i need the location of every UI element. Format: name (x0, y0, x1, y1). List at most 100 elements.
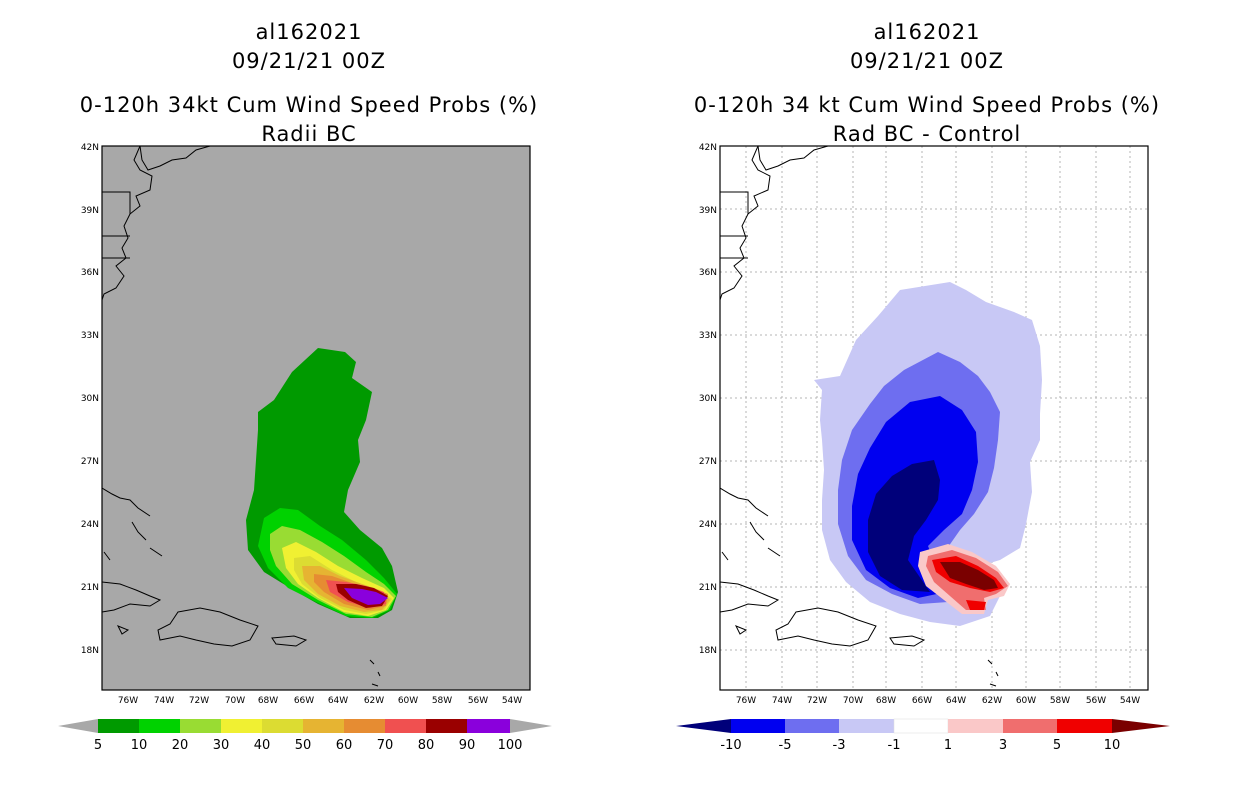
left-map-panel: 42N 39N 36N 33N 30N 27N 24N 21N 18N 76W … (81, 143, 531, 706)
right-colorbar-label: -5 (779, 738, 792, 753)
left-lat-tick: 36N (81, 268, 99, 278)
left-axis-ticks: 42N 39N 36N 33N 30N 27N 24N 21N 18N 76W … (81, 143, 522, 706)
right-colorbar-swatch (731, 719, 785, 733)
left-lat-tick: 18N (81, 646, 99, 656)
left-colorbar: 5 10 20 30 40 50 60 70 80 90 100 (58, 719, 552, 753)
left-colorbar-swatch (221, 719, 262, 733)
left-lon-tick: 60W (398, 696, 418, 706)
right-map-panel: 42N 39N 36N 33N 30N 27N 24N 21N 18N 76W … (699, 143, 1149, 706)
left-lat-tick: 39N (81, 206, 99, 216)
right-lon-tick: 62W (982, 696, 1002, 706)
right-colorbar-low-arrow (676, 719, 731, 733)
right-lon-tick: 64W (946, 696, 966, 706)
left-colorbar-label: 70 (377, 738, 394, 753)
right-colorbar-swatch (1057, 719, 1112, 733)
left-lon-tick: 56W (468, 696, 488, 706)
left-colorbar-label: 80 (418, 738, 435, 753)
left-colorbar-swatch (426, 719, 467, 733)
left-title-line2: Radii BC (261, 122, 357, 146)
right-map-frame (719, 145, 1149, 691)
left-lon-tick: 70W (225, 696, 245, 706)
right-colorbar-label: 1 (944, 738, 952, 753)
right-coastlines (720, 146, 999, 687)
prob-contour-90 (344, 588, 388, 605)
left-lon-tick: 64W (328, 696, 348, 706)
right-title-line2: Rad BC - Control (832, 122, 1022, 146)
right-lat-tick: 27N (699, 457, 717, 467)
left-lon-tick: 76W (118, 696, 138, 706)
right-colorbar-swatch (785, 719, 839, 733)
right-colorbar-label: 5 (1053, 738, 1061, 753)
left-title-block: al162021 09/21/21 00Z 0-120h 34kt Cum Wi… (20, 18, 598, 149)
left-lon-tick: 72W (189, 696, 209, 706)
right-colorbar-swatch (1003, 719, 1057, 733)
right-lon-tick: 66W (912, 696, 932, 706)
right-colorbar-swatch (893, 718, 949, 734)
right-lat-tick: 33N (699, 331, 717, 341)
right-axis-ticks: 42N 39N 36N 33N 30N 27N 24N 21N 18N 76W … (699, 143, 1140, 706)
right-gridlines (720, 146, 1148, 690)
right-lat-tick: 18N (699, 646, 717, 656)
left-lon-tick: 54W (502, 696, 522, 706)
left-colorbar-swatch (303, 719, 344, 733)
left-lat-tick: 30N (81, 394, 99, 404)
right-lat-tick: 42N (699, 143, 717, 153)
left-colorbar-label: 10 (131, 738, 148, 753)
left-colorbar-label: 5 (94, 738, 102, 753)
right-lat-tick: 30N (699, 394, 717, 404)
right-colorbar-label: -1 (888, 738, 901, 753)
left-title-line1: 0-120h 34kt Cum Wind Speed Probs (%) (79, 93, 539, 117)
diff-contour-minus-10 (868, 460, 940, 592)
left-colorbar-swatch (385, 719, 426, 733)
left-datetime: 09/21/21 00Z (231, 49, 387, 73)
right-datetime: 09/21/21 00Z (849, 49, 1005, 73)
right-colorbar-swatch (839, 719, 894, 733)
left-lat-tick: 42N (81, 143, 99, 153)
left-colorbar-label: 40 (254, 738, 271, 753)
right-lat-tick: 24N (699, 520, 717, 530)
left-colorbar-high-arrow (510, 719, 552, 733)
left-lon-tick: 68W (258, 696, 278, 706)
right-lat-tick: 39N (699, 206, 717, 216)
left-lon-tick: 58W (432, 696, 452, 706)
right-lat-tick: 21N (699, 583, 717, 593)
right-lon-tick: 70W (843, 696, 863, 706)
right-title-block: al162021 09/21/21 00Z 0-120h 34 kt Cum W… (638, 18, 1216, 149)
right-colorbar-label: -3 (833, 738, 846, 753)
right-lat-tick: 36N (699, 268, 717, 278)
left-coastlines (102, 146, 381, 687)
right-colorbar: -10 -5 -3 -1 1 3 5 10 (676, 718, 1170, 753)
right-lon-tick: 74W (772, 696, 792, 706)
left-lat-tick: 24N (81, 520, 99, 530)
right-colorbar-label: -10 (720, 738, 741, 753)
left-map-frame (101, 145, 531, 691)
left-colorbar-label: 30 (213, 738, 230, 753)
left-colorbar-label: 50 (295, 738, 312, 753)
left-colorbar-low-arrow (58, 719, 98, 733)
left-lon-tick: 66W (294, 696, 314, 706)
left-colorbar-swatch (180, 719, 221, 733)
left-lon-tick: 62W (364, 696, 384, 706)
right-lon-tick: 76W (736, 696, 756, 706)
right-colorbar-swatch (948, 719, 1003, 733)
diff-contour-plus-10 (940, 562, 998, 590)
left-colorbar-swatch (262, 719, 303, 733)
right-lon-tick: 68W (876, 696, 896, 706)
left-colorbar-swatch (344, 719, 385, 733)
left-probability-field (246, 348, 398, 618)
right-colorbar-high-arrow (1112, 719, 1170, 733)
right-lon-tick: 58W (1050, 696, 1070, 706)
right-title-line1: 0-120h 34 kt Cum Wind Speed Probs (%) (693, 93, 1161, 117)
left-storm-id: al162021 (255, 20, 363, 44)
left-colorbar-swatch (98, 719, 139, 733)
right-lon-tick: 54W (1120, 696, 1140, 706)
left-colorbar-label: 60 (336, 738, 353, 753)
right-lon-tick: 72W (807, 696, 827, 706)
right-storm-id: al162021 (873, 20, 981, 44)
right-colorbar-label: 10 (1104, 738, 1121, 753)
left-lat-tick: 21N (81, 583, 99, 593)
left-lon-tick: 74W (154, 696, 174, 706)
right-lon-tick: 56W (1086, 696, 1106, 706)
left-colorbar-swatch (467, 719, 510, 733)
